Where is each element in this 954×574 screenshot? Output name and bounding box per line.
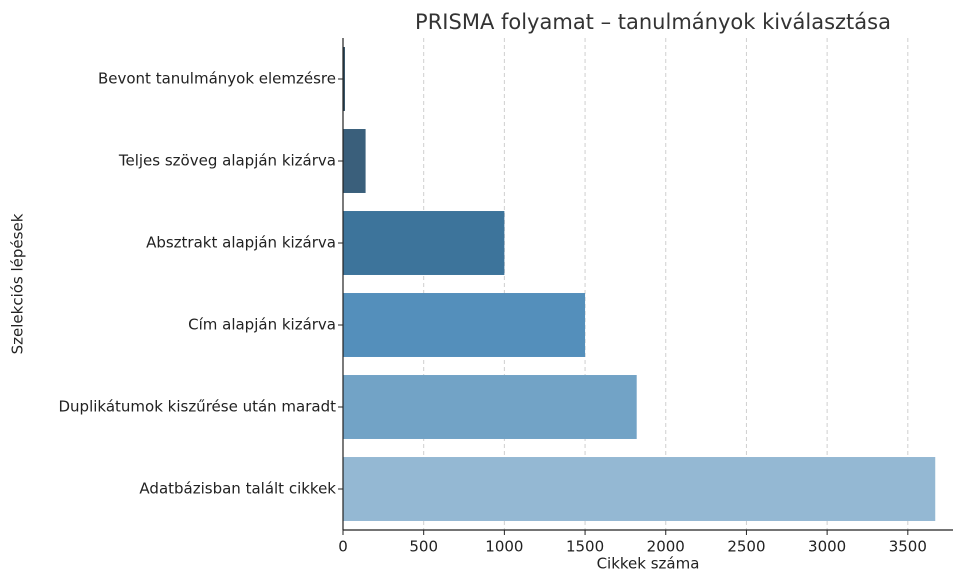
y-tick-label: Cím alapján kizárva xyxy=(188,316,336,334)
y-tick-label: Adatbázisban talált cikkek xyxy=(139,480,336,498)
y-tick-label: Absztrakt alapján kizárva xyxy=(146,234,336,252)
x-tick-label: 1000 xyxy=(485,538,523,556)
x-tick-label: 2000 xyxy=(647,538,685,556)
bar xyxy=(343,375,637,439)
y-axis-label: Szelekciós lépések xyxy=(9,213,27,354)
x-tick-label: 1500 xyxy=(566,538,604,556)
chart-title: PRISMA folyamat – tanulmányok kiválasztá… xyxy=(415,10,891,34)
bar xyxy=(343,293,586,357)
x-axis-label: Cikkek száma xyxy=(597,555,700,573)
x-tick-label: 3000 xyxy=(808,538,846,556)
bar xyxy=(343,457,936,521)
y-tick-label: Duplikátumok kiszűrése után maradt xyxy=(58,398,336,416)
y-tick-label: Bevont tanulmányok elemzésre xyxy=(98,70,336,88)
bar xyxy=(343,211,505,275)
y-tick-label: Teljes szöveg alapján kizárva xyxy=(118,152,336,170)
x-tick-label: 0 xyxy=(338,538,348,556)
bar xyxy=(343,129,366,193)
x-tick-label: 3500 xyxy=(889,538,927,556)
x-tick-label: 2500 xyxy=(727,538,765,556)
x-tick-label: 500 xyxy=(409,538,438,556)
bar xyxy=(343,47,345,111)
